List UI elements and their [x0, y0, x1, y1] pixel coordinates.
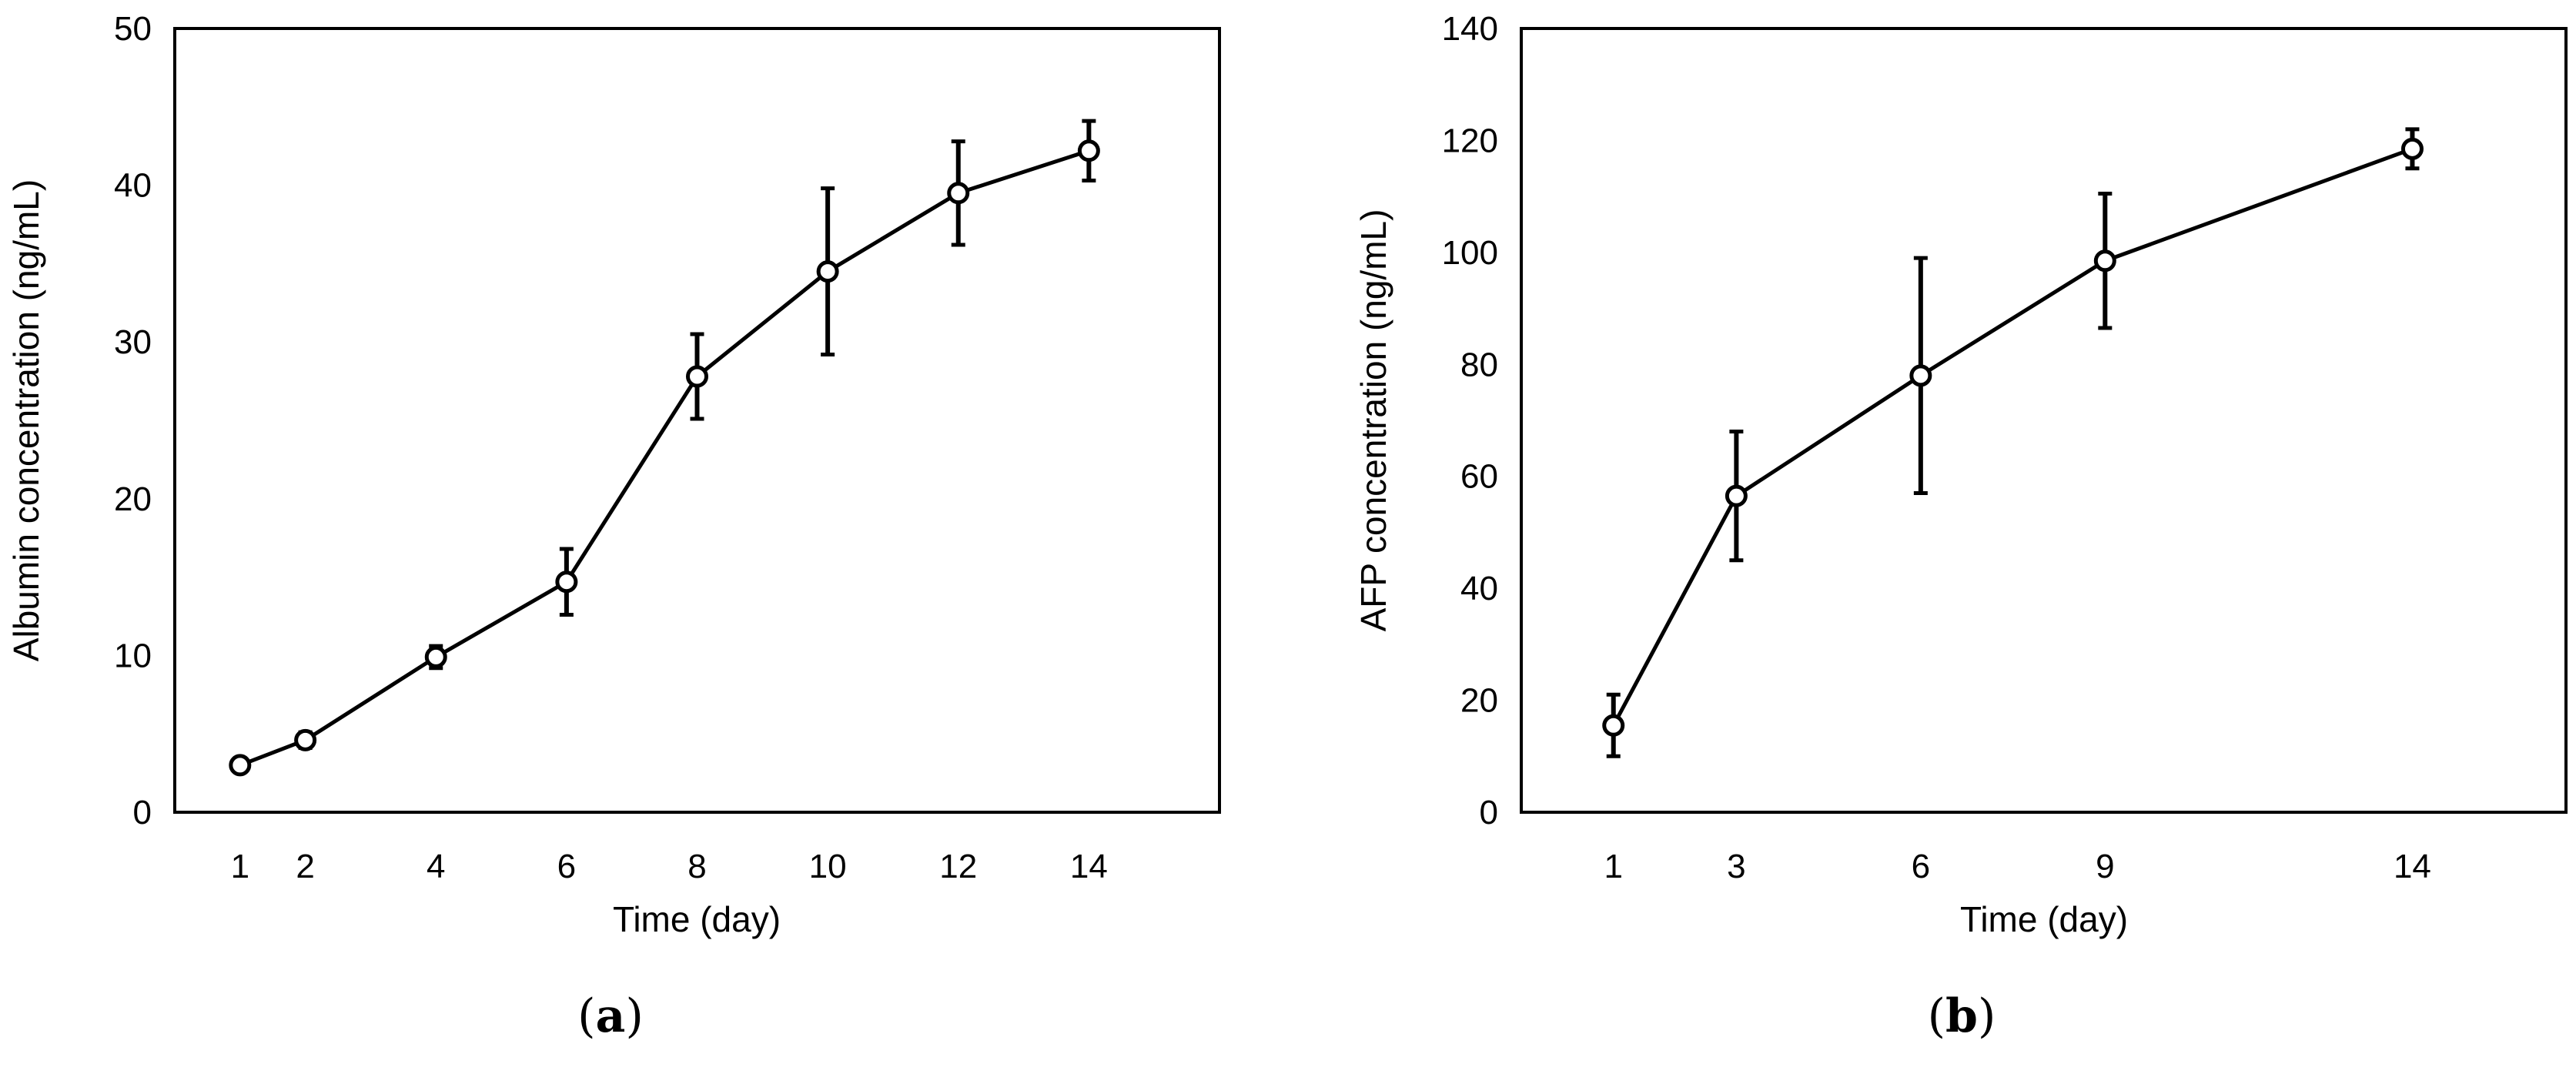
series-line-a: [239, 149, 1090, 768]
y-tick-label-b-6: 120: [1442, 122, 1498, 159]
y-axis-label-a: Albumin concentration (ng/mL): [6, 179, 46, 661]
x-axis-label-a: Time (day): [613, 899, 781, 939]
y-tick-label-b-4: 80: [1460, 346, 1498, 383]
x-tick-label-b-4: 14: [2394, 848, 2431, 885]
panel-caption-b: (b): [1928, 989, 1996, 1043]
x-tick-label-b-1: 3: [1727, 848, 1745, 885]
panel-caption-letter-a: a: [596, 989, 626, 1043]
x-tick-label-b-2: 6: [1912, 848, 1930, 885]
data-point-b-2: [1909, 364, 1932, 387]
plot-frame-a: [173, 27, 1221, 814]
y-tick-label-a-1: 10: [114, 637, 152, 674]
chart-panel-b: AFP concentration (ng/mL) Time (day) (b)…: [1353, 10, 2568, 1043]
data-point-a-5: [816, 260, 839, 283]
panel-caption-a: (a): [577, 989, 644, 1043]
plot-frame-b: [1520, 27, 2568, 814]
x-tick-label-a-0: 1: [231, 848, 249, 885]
x-tick-label-a-6: 12: [939, 848, 977, 885]
x-tick-label-b-3: 9: [2096, 848, 2114, 885]
x-tick-label-a-1: 2: [296, 848, 314, 885]
data-point-a-4: [686, 365, 708, 388]
x-tick-label-b-0: 1: [1604, 848, 1622, 885]
series-line-b: [1611, 146, 2414, 727]
y-tick-label-a-0: 0: [133, 794, 152, 831]
data-point-b-1: [1725, 484, 1748, 507]
y-tick-label-a-5: 50: [114, 10, 152, 48]
data-point-b-4: [2400, 137, 2424, 160]
data-point-a-7: [1077, 139, 1100, 162]
y-tick-label-b-2: 40: [1460, 570, 1498, 607]
data-point-a-6: [947, 182, 970, 205]
data-point-a-3: [555, 570, 578, 594]
x-tick-label-a-3: 6: [557, 848, 576, 885]
x-tick-label-a-2: 4: [427, 848, 445, 885]
x-tick-label-a-5: 10: [809, 848, 847, 885]
y-tick-label-a-3: 30: [114, 323, 152, 361]
chart-panel-a: Albumin concentration (ng/mL) Time (day)…: [6, 10, 1221, 1043]
y-tick-label-b-7: 140: [1442, 10, 1498, 48]
data-point-b-3: [2093, 249, 2116, 273]
data-point-b-0: [1602, 714, 1625, 737]
y-axis-label-b: AFP concentration (ng/mL): [1353, 209, 1393, 632]
y-tick-label-b-1: 20: [1460, 682, 1498, 720]
data-point-a-1: [294, 728, 317, 751]
data-point-a-2: [424, 645, 447, 668]
y-tick-label-a-4: 40: [114, 167, 152, 205]
x-axis-label-b: Time (day): [1960, 899, 2128, 939]
y-tick-label-a-2: 20: [114, 480, 152, 518]
x-tick-label-a-7: 14: [1070, 848, 1108, 885]
data-point-a-0: [229, 754, 252, 777]
panel-caption-letter-b: b: [1945, 989, 1978, 1043]
y-tick-label-b-5: 100: [1442, 234, 1498, 272]
y-tick-label-b-3: 60: [1460, 458, 1498, 496]
y-tick-label-b-0: 0: [1480, 794, 1498, 831]
x-tick-label-a-4: 8: [687, 848, 706, 885]
